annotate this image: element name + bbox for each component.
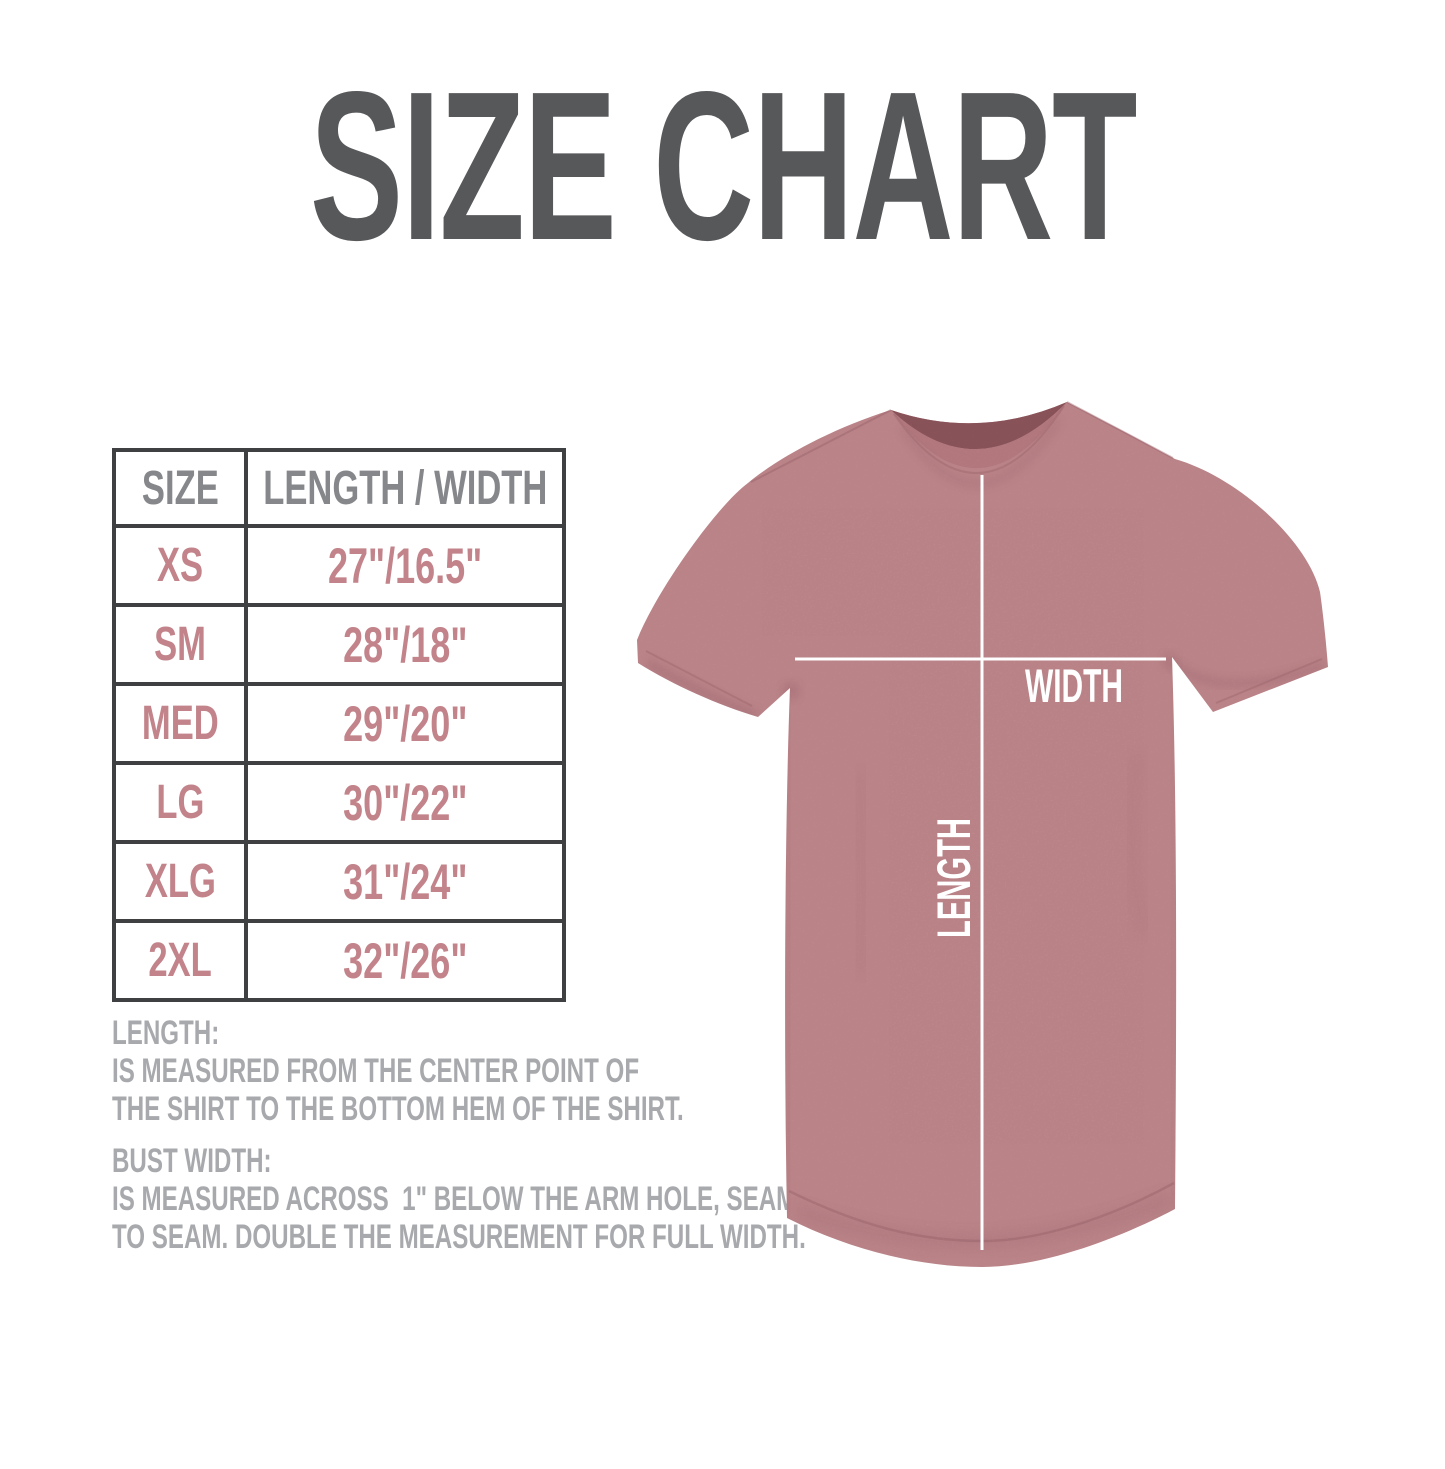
size-value: LG [156,776,204,829]
length-note: LENGTH: IS MEASURED FROM THE CENTER POIN… [112,1014,1089,1128]
note-line: TO SEAM. DOUBLE THE MEASUREMENT FOR FULL… [112,1218,1089,1256]
table-row-med-measure: 29"/20" [248,686,562,761]
measure-value: 32"/26" [342,932,468,989]
tshirt-diagram: WIDTH LENGTH [637,401,1328,1267]
measure-value: 30"/22" [342,774,468,831]
header-length-width-label: LENGTH / WIDTH [262,461,548,515]
table-row-xs-measure: 27"/16.5" [248,528,562,603]
size-value: SM [154,618,206,671]
measurement-notes: LENGTH: IS MEASURED FROM THE CENTER POIN… [112,1014,1089,1256]
note-line: IS MEASURED FROM THE CENTER POINT OF [112,1052,1089,1090]
bust-width-note-heading: BUST WIDTH: [112,1142,1089,1180]
table-row-2xl-measure: 32"/26" [248,923,562,998]
note-text: THE SHIRT TO THE BOTTOM HEM OF THE SHIRT… [112,1090,684,1128]
page-title-text: SIZE CHART [309,47,1137,284]
length-note-heading: LENGTH: [112,1014,1089,1052]
length-label: LENGTH [927,818,980,938]
note-text: BUST WIDTH: [112,1142,272,1180]
size-value: XLG [144,855,216,908]
note-line: IS MEASURED ACROSS 1" BELOW THE ARM HOLE… [112,1180,1089,1218]
measure-value: 31"/24" [342,853,468,910]
page-title: SIZE CHART [0,60,1445,272]
header-size-label: SIZE [141,461,219,515]
table-header-length-width: LENGTH / WIDTH [248,452,562,524]
note-text: IS MEASURED FROM THE CENTER POINT OF [112,1052,640,1090]
table-header-size: SIZE [116,452,244,524]
table-row-xlg-size: XLG [116,844,244,919]
size-table: SIZE LENGTH / WIDTH XS 27"/16.5" SM 28"/… [112,448,566,1002]
size-value: XS [156,539,204,592]
note-text: TO SEAM. DOUBLE THE MEASUREMENT FOR FULL… [112,1218,806,1256]
size-value: 2XL [148,934,212,987]
table-row-xs-size: XS [116,528,244,603]
note-line: THE SHIRT TO THE BOTTOM HEM OF THE SHIRT… [112,1090,1089,1128]
note-text: IS MEASURED ACROSS 1" BELOW THE ARM HOLE… [112,1180,797,1218]
measure-value: 29"/20" [342,695,468,752]
table-row-sm-size: SM [116,607,244,682]
table-row-lg-measure: 30"/22" [248,765,562,840]
size-value: MED [141,697,219,750]
note-text: LENGTH: [112,1014,220,1052]
bust-width-note: BUST WIDTH: IS MEASURED ACROSS 1" BELOW … [112,1142,1089,1256]
table-row-2xl-size: 2XL [116,923,244,998]
measure-value: 28"/18" [342,616,468,673]
table-row-med-size: MED [116,686,244,761]
width-label: WIDTH [1025,659,1123,712]
table-row-sm-measure: 28"/18" [248,607,562,682]
measure-value: 27"/16.5" [327,537,483,594]
table-row-lg-size: LG [116,765,244,840]
table-row-xlg-measure: 31"/24" [248,844,562,919]
